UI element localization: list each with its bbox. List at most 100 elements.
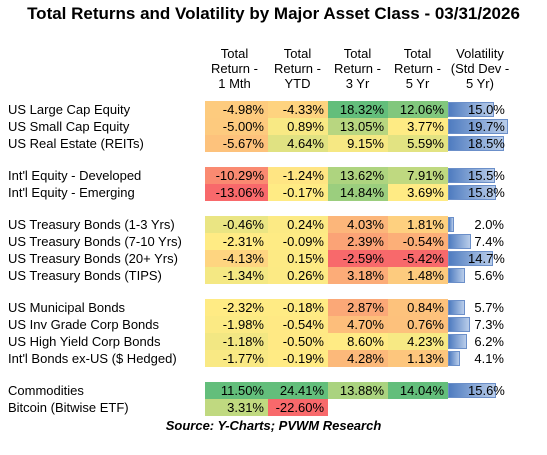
volatility-cell: 7.3% <box>448 316 508 333</box>
table-row: Int'l Equity - Emerging -13.06% -0.17% 14.8… <box>0 184 547 201</box>
volatility-value: 15.8% <box>468 185 505 200</box>
return-cell-m1: -10.29% <box>205 167 268 184</box>
column-header-y5: Total Return -5 Yr <box>388 46 447 102</box>
asset-class-label: Int'l Bonds ex-US ($ Hedged) <box>8 351 177 366</box>
return-cell-ytd: -0.18% <box>268 299 328 316</box>
asset-class-label: US Small Cap Equity <box>8 119 130 134</box>
table-row: US Real Estate (REITs) -5.67% 4.64% 9.15% 5.… <box>0 135 547 152</box>
column-header-line: Return - <box>274 61 321 76</box>
return-cell-y5: 4.23% <box>388 333 448 350</box>
return-cell-m1: -5.00% <box>205 118 268 135</box>
volatility-bar <box>448 168 495 183</box>
table-row: US High Yield Corp Bonds -1.18% -0.50% 8.60… <box>0 333 547 350</box>
volatility-value: 5.6% <box>474 268 504 283</box>
return-cell-y3: 14.84% <box>328 184 388 201</box>
return-cell-m1: -1.34% <box>205 267 268 284</box>
return-cell-m1: -13.06% <box>205 184 268 201</box>
column-header-line: Total <box>343 46 372 61</box>
asset-class-label: US Treasury Bonds (7-10 Yrs) <box>8 234 182 249</box>
return-cell-y5: 7.91% <box>388 167 448 184</box>
return-cell-ytd: 0.26% <box>268 267 328 284</box>
volatility-cell: 15.0% <box>448 101 508 118</box>
return-cell-y3: 4.03% <box>328 216 388 233</box>
volatility-bar <box>448 185 496 200</box>
return-cell-y3: 13.88% <box>328 382 388 399</box>
volatility-bar <box>448 383 496 398</box>
volatility-bar <box>448 102 494 117</box>
column-header-m1: Total Return -1 Mth <box>205 46 264 102</box>
return-cell-ytd: -0.50% <box>268 333 328 350</box>
column-header-line: 3 Yr <box>345 76 370 91</box>
volatility-value: 4.1% <box>474 351 504 366</box>
volatility-cell: 5.6% <box>448 267 508 284</box>
volatility-cell: 15.8% <box>448 184 508 201</box>
return-cell-ytd: -0.09% <box>268 233 328 250</box>
return-cell-m1: -2.31% <box>205 233 268 250</box>
volatility-bar <box>448 136 504 151</box>
volatility-value: 15.0% <box>468 102 505 117</box>
column-header-ytd: Total Return - YTD <box>268 46 327 102</box>
return-cell-ytd: -4.33% <box>268 101 328 118</box>
return-cell-y5: 14.04% <box>388 382 448 399</box>
volatility-value: 2.0% <box>474 217 504 232</box>
return-cell-m1: -0.46% <box>205 216 268 233</box>
volatility-value: 14.7% <box>468 251 505 266</box>
table-row: Bitcoin (Bitwise ETF) 3.31% -22.60% <box>0 399 547 416</box>
volatility-cell: 15.6% <box>448 382 508 399</box>
chart-title: Total Returns and Volatility by Major As… <box>27 4 520 23</box>
return-cell-ytd: -0.19% <box>268 350 328 367</box>
volatility-value: 18.5% <box>468 136 505 151</box>
column-header-line: YTD <box>284 76 311 91</box>
return-cell-y3: 13.05% <box>328 118 388 135</box>
return-cell-ytd: -0.17% <box>268 184 328 201</box>
return-cell-y5: 12.06% <box>388 101 448 118</box>
volatility-value: 15.5% <box>468 168 505 183</box>
asset-class-label: Commodities <box>8 383 84 398</box>
volatility-bar <box>448 351 460 366</box>
volatility-bar <box>448 268 465 283</box>
column-header-line: (Std Dev - <box>450 61 510 76</box>
return-cell-ytd: 0.89% <box>268 118 328 135</box>
column-header-line: Total <box>403 46 432 61</box>
table-row: US Inv Grade Corp Bonds -1.98% -0.54% 4.70%… <box>0 316 547 333</box>
return-cell-ytd: -22.60% <box>268 399 328 416</box>
return-cell-y3: 18.32% <box>328 101 388 118</box>
table-row: Int'l Equity - Developed -10.29% -1.24% 13.… <box>0 167 547 184</box>
volatility-cell: 7.4% <box>448 233 508 250</box>
volatility-cell: 6.2% <box>448 333 508 350</box>
column-header-vol: Volatility (Std Dev -5 Yr) <box>446 46 514 102</box>
return-cell-ytd: 0.24% <box>268 216 328 233</box>
return-cell-y3: 8.60% <box>328 333 388 350</box>
asset-class-label: US Treasury Bonds (20+ Yrs) <box>8 251 178 266</box>
return-cell-y3: 3.18% <box>328 267 388 284</box>
volatility-bar <box>448 234 471 249</box>
column-header-y3: Total Return -3 Yr <box>328 46 387 102</box>
return-cell-m1: -4.13% <box>205 250 268 267</box>
return-cell-y3: 2.39% <box>328 233 388 250</box>
return-cell-y5: -0.54% <box>388 233 448 250</box>
table-row: US Small Cap Equity -5.00% 0.89% 13.05% 3.77… <box>0 118 547 135</box>
return-cell-y5: 1.81% <box>388 216 448 233</box>
volatility-cell: 18.5% <box>448 135 508 152</box>
return-cell-y5: -5.42% <box>388 250 448 267</box>
table-row: US Municipal Bonds -2.32% -0.18% 2.87% 0.84%… <box>0 299 547 316</box>
volatility-bar <box>448 119 508 134</box>
asset-class-label: Int'l Equity - Emerging <box>8 185 135 200</box>
asset-class-label: US Large Cap Equity <box>8 102 131 117</box>
volatility-value: 5.7% <box>474 300 504 315</box>
volatility-bar <box>448 300 465 315</box>
column-header-line: 1 Mth <box>218 76 251 91</box>
source-note: Source: Y-Charts; PVWM Research <box>165 418 382 433</box>
table-row: US Treasury Bonds (20+ Yrs) -4.13% 0.15% -2… <box>0 250 547 267</box>
volatility-bar <box>448 334 467 349</box>
column-header-line: Return - <box>211 61 258 76</box>
return-cell-ytd: 0.15% <box>268 250 328 267</box>
asset-class-label: US Inv Grade Corp Bonds <box>8 317 160 332</box>
return-cell-ytd: -0.54% <box>268 316 328 333</box>
return-cell-y3: 4.70% <box>328 316 388 333</box>
table-row: US Treasury Bonds (TIPS) -1.34% 0.26% 3.18%… <box>0 267 547 284</box>
return-cell-m1: -2.32% <box>205 299 268 316</box>
volatility-value: 15.6% <box>468 383 505 398</box>
return-cell-y5: 0.76% <box>388 316 448 333</box>
column-header-line: Total <box>283 46 312 61</box>
